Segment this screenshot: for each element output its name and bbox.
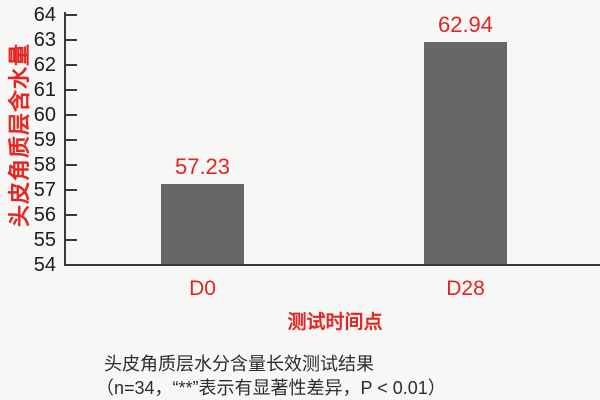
y-tick — [66, 239, 77, 241]
bar-d28 — [424, 42, 507, 264]
y-tick — [66, 164, 77, 166]
y-tick-label: 64 — [33, 4, 56, 26]
y-axis-line — [64, 12, 66, 266]
y-tick-label: 62 — [33, 54, 56, 76]
y-tick-label: 58 — [33, 154, 56, 176]
chart-caption: 头皮角质层水分含量长效测试结果 （n=34，“**”表示有显著性差异，P < 0… — [96, 352, 446, 400]
y-tick — [66, 189, 77, 191]
y-tick — [66, 114, 77, 116]
y-tick — [66, 39, 77, 41]
y-tick-label: 56 — [33, 204, 56, 226]
bar-d0 — [161, 184, 244, 264]
y-tick — [66, 14, 77, 16]
y-tick — [66, 89, 77, 91]
bar-value-label: 57.23 — [174, 154, 231, 179]
x-tick-label: D0 — [189, 277, 216, 300]
y-tick — [66, 214, 77, 216]
y-tick-label: 60 — [33, 104, 56, 126]
caption-annotation-line: （n=34，“**”表示有显著性差异，P < 0.01） — [96, 378, 446, 398]
y-tick — [66, 64, 77, 66]
y-tick-label: 54 — [33, 254, 56, 276]
y-tick-label: 55 — [33, 229, 56, 251]
y-tick-label: 61 — [33, 79, 56, 101]
y-tick — [66, 264, 77, 266]
y-tick — [66, 139, 77, 141]
x-tick-label: D28 — [446, 277, 485, 300]
y-tick-label: 59 — [33, 129, 56, 151]
bar-value-label: 62.94 — [437, 12, 494, 37]
y-tick-label: 63 — [33, 29, 56, 51]
x-axis-line — [64, 264, 600, 266]
x-axis-title: 测试时间点 — [287, 312, 383, 333]
y-tick-label: 57 — [33, 179, 56, 201]
caption-title-line: 头皮角质层水分含量长效测试结果 — [104, 354, 374, 374]
